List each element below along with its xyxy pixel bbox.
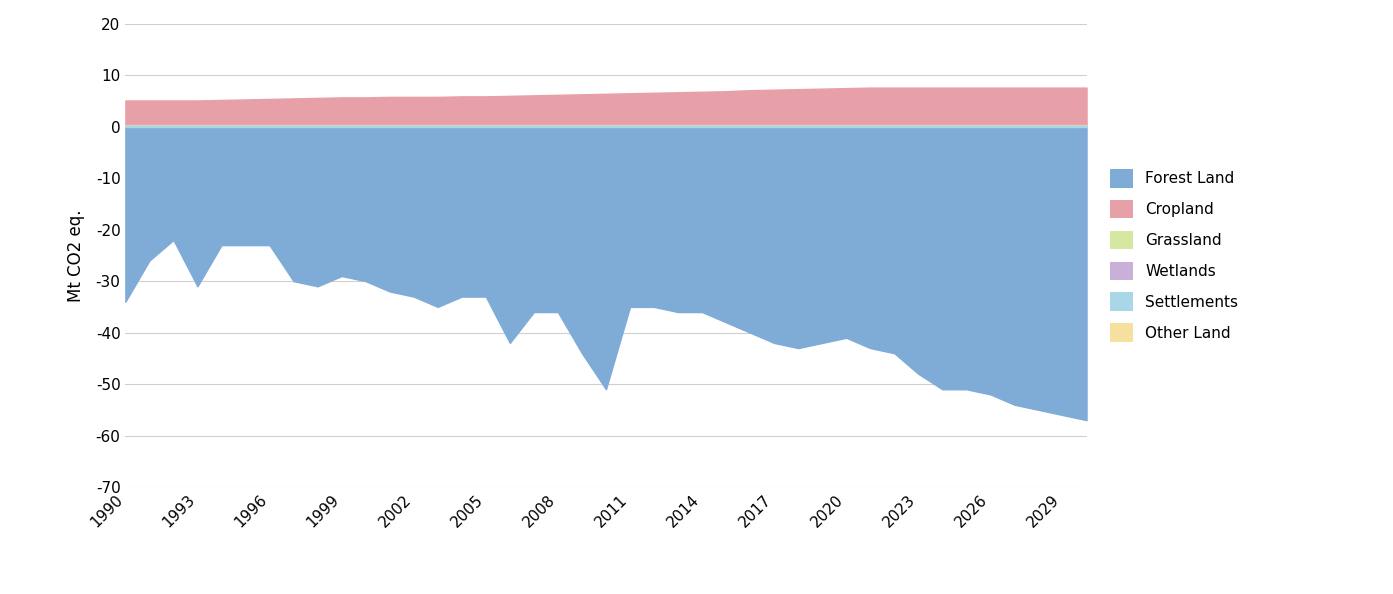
Y-axis label: Mt CO2 eq.: Mt CO2 eq.	[67, 209, 85, 302]
Legend: Forest Land, Cropland, Grassland, Wetlands, Settlements, Other Land: Forest Land, Cropland, Grassland, Wetlan…	[1103, 163, 1244, 348]
